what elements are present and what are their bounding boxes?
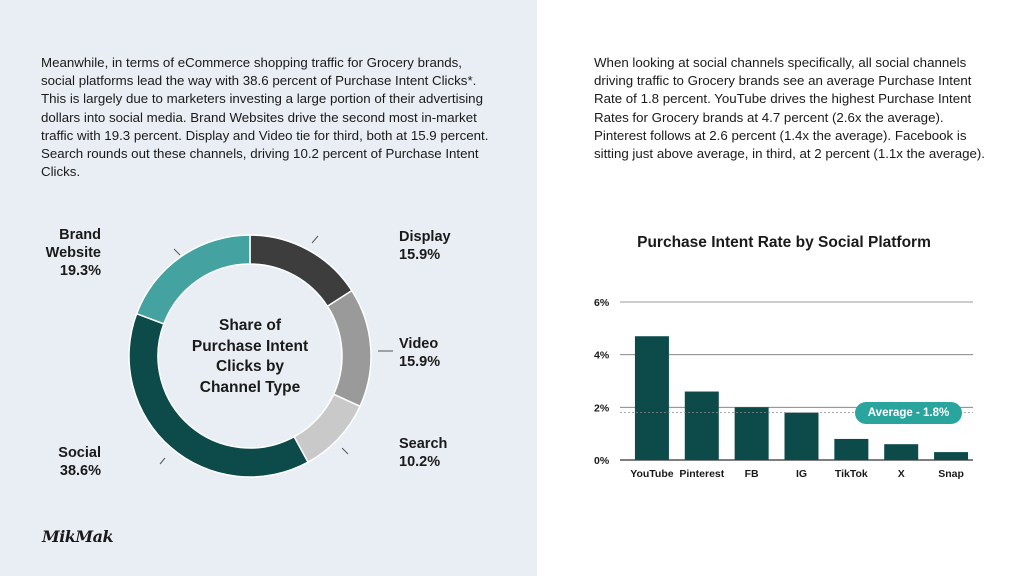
donut-label-name: Website bbox=[45, 245, 101, 261]
right-paragraph: When looking at social channels specific… bbox=[594, 55, 986, 162]
x-tick-label: Snap bbox=[938, 468, 964, 480]
x-tick-label: IG bbox=[796, 468, 807, 480]
y-tick-label: 6% bbox=[594, 297, 610, 309]
donut-label-value: 38.6% bbox=[59, 463, 101, 479]
donut-label-display: Display 15.9% bbox=[399, 228, 451, 264]
bar-youtube bbox=[634, 336, 669, 460]
y-tick-label: 0% bbox=[594, 455, 610, 467]
bar-chart: 0% 2% 4% 6% YouTube Pinterest FB IG TikTok X Snap bbox=[594, 297, 973, 480]
donut-label-name: Brand bbox=[59, 227, 101, 243]
donut-center-title: Share of Purchase Intent Clicks by Channel … bbox=[180, 316, 320, 398]
right-panel bbox=[537, 0, 1024, 576]
label-leader-line bbox=[341, 447, 349, 455]
donut-label-value: 15.9% bbox=[399, 247, 441, 263]
donut-slice-social bbox=[128, 312, 310, 478]
donut-center-line: Clicks by bbox=[215, 358, 285, 375]
donut-chart bbox=[128, 234, 393, 478]
label-leader-line bbox=[173, 248, 181, 256]
donut-label-brand-website: Brand Website 19.3% bbox=[11, 226, 101, 280]
donut-center-line: Purchase Intent bbox=[191, 337, 309, 355]
left-panel bbox=[0, 0, 537, 576]
mikmak-logo: MikMak bbox=[42, 527, 114, 546]
donut-label-video: Video 15.9% bbox=[399, 335, 440, 371]
donut-center-line: Share of bbox=[218, 317, 281, 334]
label-leader-line bbox=[159, 457, 166, 465]
bar-chart-title: Purchase Intent Rate by Social Platform bbox=[637, 234, 931, 251]
donut-label-social: Social 38.6% bbox=[11, 444, 101, 480]
left-paragraph: Meanwhile, in terms of eCommerce shoppin… bbox=[41, 55, 489, 180]
donut-slice-video bbox=[326, 289, 372, 408]
donut-center-line: Channel Type bbox=[199, 378, 301, 396]
donut-label-search: Search 10.2% bbox=[399, 435, 447, 471]
bar-pinterest bbox=[684, 391, 719, 460]
x-tick-label: X bbox=[898, 468, 905, 480]
donut-label-name: Display bbox=[399, 229, 451, 245]
bar-snap bbox=[934, 452, 969, 460]
y-tick-label: 2% bbox=[594, 402, 610, 414]
donut-label-name: Video bbox=[399, 336, 439, 352]
x-tick-label: TikTok bbox=[835, 468, 868, 480]
x-tick-label: YouTube bbox=[630, 468, 674, 480]
average-badge: Average - 1.8% bbox=[855, 401, 962, 424]
donut-label-value: 15.9% bbox=[399, 354, 441, 370]
y-tick-label: 4% bbox=[594, 350, 610, 362]
donut-label-value: 19.3% bbox=[59, 263, 101, 279]
bar-fb bbox=[734, 407, 769, 460]
x-tick-label: FB bbox=[745, 468, 759, 480]
donut-label-value: 10.2% bbox=[399, 454, 441, 470]
donut-label-name: Social bbox=[58, 445, 101, 461]
bar-ig bbox=[784, 412, 819, 460]
bar-tiktok bbox=[834, 438, 869, 460]
x-tick-label: Pinterest bbox=[679, 468, 724, 480]
bar-x bbox=[884, 444, 919, 460]
label-leader-line bbox=[311, 235, 319, 244]
donut-label-name: Search bbox=[399, 436, 448, 452]
donut-slice-brand-website bbox=[135, 234, 251, 325]
donut-slice-search bbox=[293, 393, 362, 464]
donut-slice-display bbox=[249, 234, 353, 308]
